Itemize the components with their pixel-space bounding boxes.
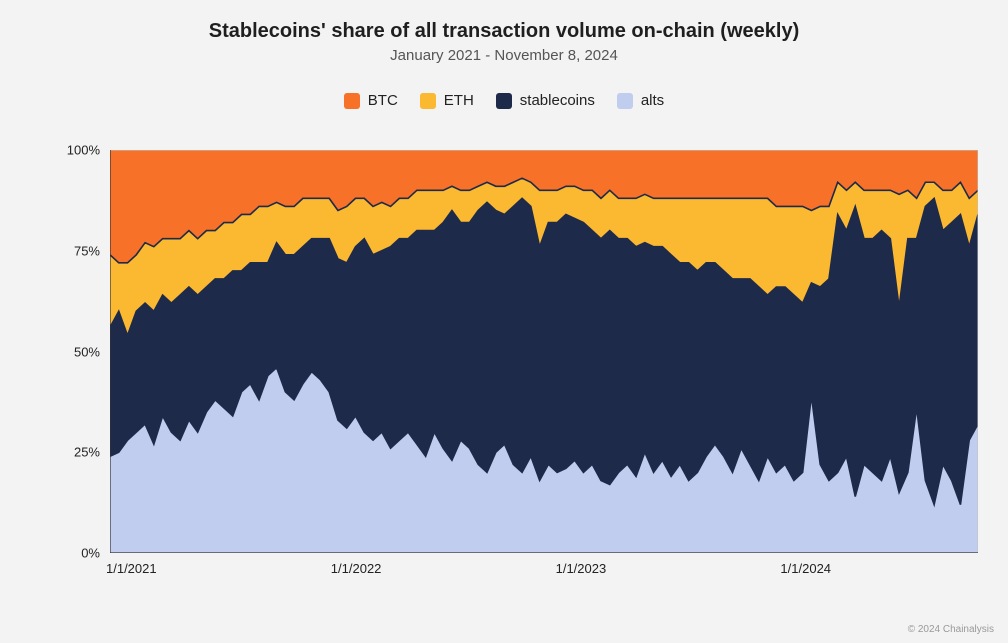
legend-swatch bbox=[344, 93, 360, 109]
legend: BTC ETH stablecoins alts bbox=[0, 92, 1008, 109]
y-axis: 0%25%50%75%100% bbox=[60, 150, 106, 553]
page-title: Stablecoins' share of all transaction vo… bbox=[0, 20, 1008, 43]
x-tick-label: 1/1/2023 bbox=[556, 561, 607, 576]
plot-svg bbox=[110, 150, 978, 553]
legend-item: ETH bbox=[420, 92, 474, 109]
header: Stablecoins' share of all transaction vo… bbox=[0, 0, 1008, 64]
y-tick-label: 100% bbox=[67, 143, 100, 158]
x-tick-label: 1/1/2021 bbox=[106, 561, 157, 576]
page: Stablecoins' share of all transaction vo… bbox=[0, 0, 1008, 643]
y-tick-label: 25% bbox=[74, 445, 100, 460]
legend-item: alts bbox=[617, 92, 664, 109]
legend-item: BTC bbox=[344, 92, 398, 109]
legend-swatch bbox=[420, 93, 436, 109]
y-tick-label: 75% bbox=[74, 243, 100, 258]
legend-swatch bbox=[496, 93, 512, 109]
x-axis: 1/1/20211/1/20221/1/20231/1/2024 bbox=[110, 555, 978, 583]
legend-item: stablecoins bbox=[496, 92, 595, 109]
legend-label: alts bbox=[641, 92, 664, 109]
copyright: © 2024 Chainalysis bbox=[908, 624, 994, 635]
y-tick-label: 0% bbox=[81, 546, 100, 561]
x-tick-label: 1/1/2022 bbox=[331, 561, 382, 576]
legend-label: BTC bbox=[368, 92, 398, 109]
legend-swatch bbox=[617, 93, 633, 109]
y-tick-label: 50% bbox=[74, 344, 100, 359]
x-tick-label: 1/1/2024 bbox=[780, 561, 831, 576]
plot-area bbox=[110, 150, 978, 553]
chart: 0%25%50%75%100% 1/1/20211/1/20221/1/2023… bbox=[60, 150, 978, 583]
page-subtitle: January 2021 - November 8, 2024 bbox=[0, 47, 1008, 64]
legend-label: stablecoins bbox=[520, 92, 595, 109]
legend-label: ETH bbox=[444, 92, 474, 109]
